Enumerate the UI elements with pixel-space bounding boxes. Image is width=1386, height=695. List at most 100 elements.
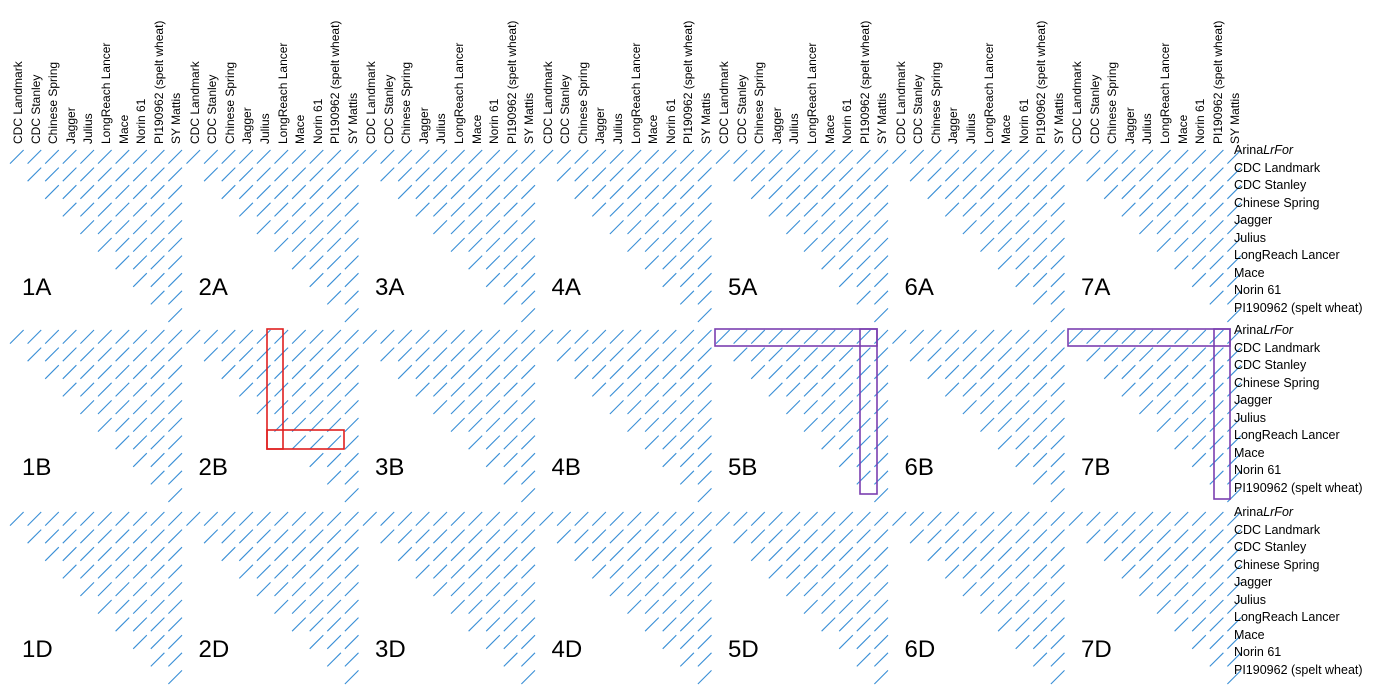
alignment-segment	[309, 435, 324, 450]
alignment-segment	[521, 149, 536, 164]
alignment-segment	[132, 272, 148, 288]
dotplot-panel	[186, 511, 359, 685]
alignment-segment	[662, 382, 677, 397]
alignment-segment	[326, 529, 342, 544]
alignment-segment	[962, 382, 977, 397]
alignment-segment	[521, 652, 536, 667]
alignment-segment	[1227, 202, 1242, 217]
alignment-segment	[1121, 529, 1136, 544]
row-label-text: Julius	[1234, 592, 1266, 607]
alignment-segment	[521, 382, 536, 397]
alignment-segment	[539, 511, 554, 526]
alignment-segment	[662, 272, 677, 288]
column-label: Mace	[469, 114, 484, 144]
alignment-segment	[1050, 400, 1065, 415]
column-label: SY Mattis	[522, 92, 537, 144]
dotplot-panel	[892, 511, 1065, 685]
alignment-segment	[468, 329, 483, 344]
alignment-segment	[115, 617, 130, 632]
alignment-segment	[485, 149, 501, 164]
alignment-segment	[892, 511, 907, 526]
alignment-segment	[786, 382, 801, 397]
alignment-segment	[662, 417, 677, 432]
alignment-segment	[1156, 347, 1171, 362]
alignment-segment	[574, 167, 589, 182]
alignment-segment	[521, 670, 536, 685]
row-label: CDC Landmark	[1234, 523, 1320, 537]
alignment-segment	[679, 599, 695, 614]
alignment-segment	[97, 167, 112, 182]
alignment-segment	[874, 184, 889, 200]
alignment-segment	[186, 511, 201, 526]
alignment-segment	[468, 529, 483, 544]
alignment-segment	[485, 564, 501, 579]
alignment-segment	[997, 184, 1013, 200]
alignment-segment	[80, 529, 95, 544]
alignment-segment	[274, 511, 289, 526]
row-label-text: CDC Landmark	[1234, 160, 1321, 175]
alignment-segment	[1121, 167, 1136, 182]
alignment-segment	[803, 184, 818, 200]
column-label: Julius	[787, 113, 802, 144]
alignment-segment	[132, 202, 148, 217]
alignment-segment	[521, 634, 536, 650]
alignment-segment	[521, 220, 536, 235]
alignment-segment	[97, 529, 112, 544]
alignment-segment	[1015, 149, 1030, 164]
alignment-segment	[168, 400, 183, 415]
alignment-segment	[1174, 511, 1189, 526]
alignment-segment	[644, 617, 660, 632]
alignment-segment	[97, 202, 112, 217]
alignment-segment	[291, 202, 307, 217]
alignment-segment	[821, 564, 836, 579]
alignment-segment	[768, 329, 783, 344]
alignment-segment	[1191, 382, 1207, 397]
alignment-segment	[274, 149, 289, 164]
row-label: PI190962 (spelt wheat)	[1234, 301, 1363, 315]
alignment-segment	[1227, 617, 1242, 632]
alignment-segment	[1139, 329, 1154, 344]
alignment-segment	[291, 599, 307, 614]
alignment-segment	[980, 149, 995, 164]
alignment-segment	[909, 529, 925, 544]
alignment-segment	[1174, 149, 1189, 164]
dotplot-panel	[9, 511, 183, 685]
alignment-segment	[838, 546, 854, 562]
alignment-segment	[397, 511, 413, 526]
alignment-segment	[1209, 329, 1224, 344]
alignment-segment	[1227, 652, 1242, 667]
alignment-segment	[662, 634, 677, 650]
alignment-segment	[1209, 452, 1224, 468]
alignment-segment	[697, 529, 712, 544]
alignment-segment	[768, 347, 783, 362]
alignment-segment	[1032, 184, 1048, 200]
alignment-segment	[326, 149, 342, 164]
alignment-segment	[679, 511, 695, 526]
row-label: Julius	[1234, 411, 1266, 425]
alignment-segment	[115, 255, 130, 270]
row-label: Norin 61	[1234, 463, 1281, 477]
alignment-segment	[450, 237, 465, 252]
alignment-segment	[697, 237, 712, 252]
alignment-segment	[150, 202, 165, 217]
alignment-segment	[521, 417, 536, 432]
alignment-segment	[591, 382, 607, 397]
alignment-segment	[291, 347, 307, 362]
alignment-segment	[1156, 184, 1171, 200]
alignment-segment	[468, 599, 483, 614]
alignment-segment	[821, 382, 836, 397]
alignment-segment	[644, 417, 660, 432]
alignment-segment	[433, 382, 448, 397]
alignment-segment	[1227, 634, 1242, 650]
alignment-segment	[326, 329, 342, 344]
alignment-segment	[27, 149, 42, 164]
alignment-segment	[344, 255, 359, 270]
row-label: PI190962 (spelt wheat)	[1234, 481, 1363, 495]
alignment-segment	[821, 220, 836, 235]
alignment-segment	[1227, 308, 1242, 323]
alignment-segment	[856, 546, 871, 562]
alignment-segment	[291, 364, 307, 380]
column-label: CDC Landmark	[364, 61, 378, 144]
column-label: Norin 61	[1193, 98, 1208, 144]
alignment-segment	[662, 167, 677, 182]
